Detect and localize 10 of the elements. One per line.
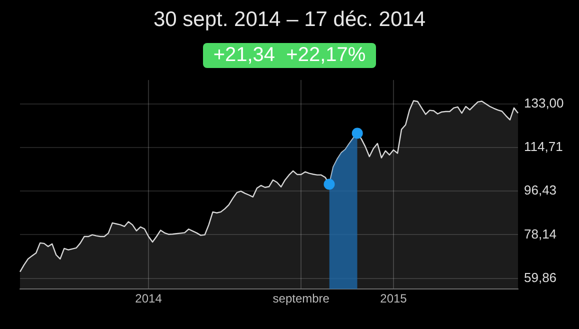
y-tick-label: 133,00 bbox=[524, 95, 564, 110]
text: +21,34 +22,17% bbox=[203, 43, 376, 68]
x-tick-label: 2014 bbox=[135, 292, 162, 306]
chart-title: 30 sept. 2014 – 17 déc. 2014 bbox=[152, 8, 427, 32]
y-tick-label: 96,43 bbox=[524, 182, 557, 198]
y-tick-label: 78,14 bbox=[524, 226, 557, 242]
x-tick-label: septembre bbox=[272, 292, 330, 306]
y-tick-label: 59,86 bbox=[524, 270, 557, 285]
y-tick-label: 114,71 bbox=[524, 139, 563, 154]
x-tick-label: 2015 bbox=[380, 292, 408, 306]
